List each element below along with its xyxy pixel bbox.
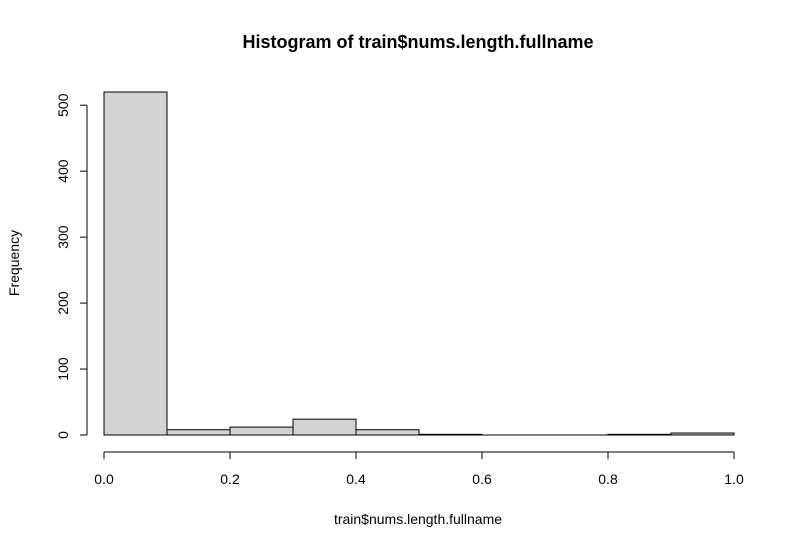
y-tick-label: 0 — [55, 431, 71, 439]
histogram-bar-5 — [418, 433, 483, 436]
x-axis-label: train$nums.length.fullname — [334, 511, 502, 527]
x-axis: 0.0 0.2 0.4 0.6 0.8 1.0 — [94, 451, 744, 487]
histogram-bar-9 — [670, 432, 735, 436]
y-tick-label: 500 — [55, 93, 71, 117]
y-axis-label: Frequency — [6, 230, 22, 296]
x-tick-label: 0.6 — [472, 471, 492, 487]
y-axis: 0 100 200 300 400 500 — [55, 93, 88, 439]
y-tick-label: 200 — [55, 291, 71, 315]
histogram-bar-1 — [166, 429, 231, 436]
histogram-bar-0 — [103, 91, 168, 436]
y-tick-label: 300 — [55, 225, 71, 249]
x-tick-label: 1.0 — [724, 471, 744, 487]
histogram-bar-4 — [355, 429, 420, 436]
y-tick-label: 100 — [55, 357, 71, 381]
histogram-bar-3 — [292, 418, 357, 436]
histogram-bar-2 — [229, 426, 294, 436]
x-tick-label: 0.2 — [220, 471, 240, 487]
x-tick-label: 0.8 — [598, 471, 618, 487]
histogram-bar-8 — [607, 433, 672, 436]
chart-title: Histogram of train$nums.length.fullname — [242, 32, 593, 52]
y-tick-label: 400 — [55, 159, 71, 183]
bars-group — [103, 91, 735, 436]
x-tick-label: 0.0 — [94, 471, 114, 487]
x-tick-label: 0.4 — [346, 471, 366, 487]
